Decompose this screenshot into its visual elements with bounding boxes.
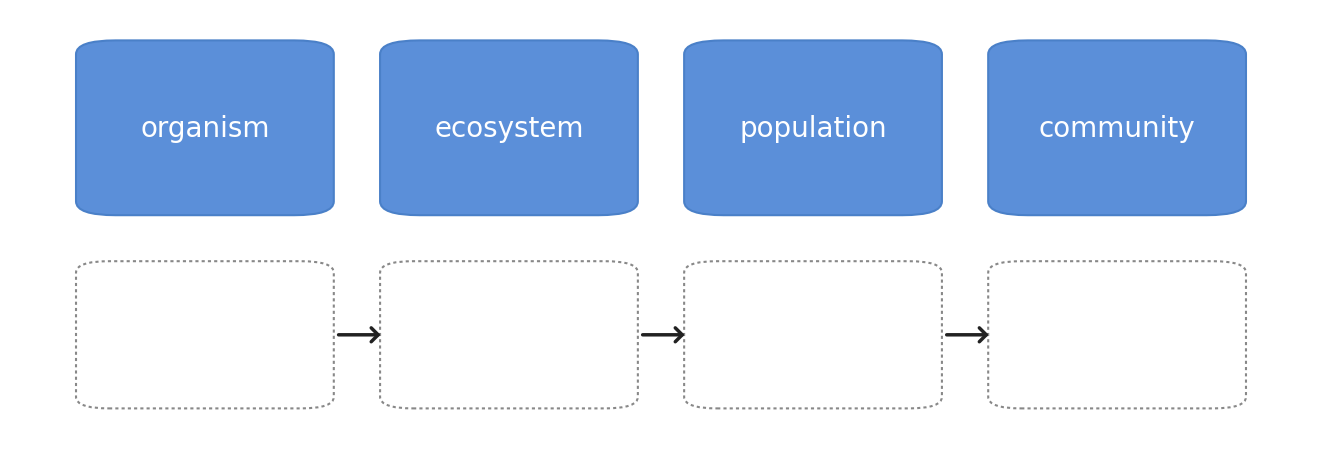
Text: community: community <box>1039 115 1195 142</box>
Text: ecosystem: ecosystem <box>434 115 584 142</box>
FancyBboxPatch shape <box>988 41 1245 216</box>
FancyBboxPatch shape <box>381 41 639 216</box>
FancyBboxPatch shape <box>77 41 333 216</box>
FancyBboxPatch shape <box>685 41 941 216</box>
Text: population: population <box>739 115 887 142</box>
Text: organism: organism <box>140 115 270 142</box>
